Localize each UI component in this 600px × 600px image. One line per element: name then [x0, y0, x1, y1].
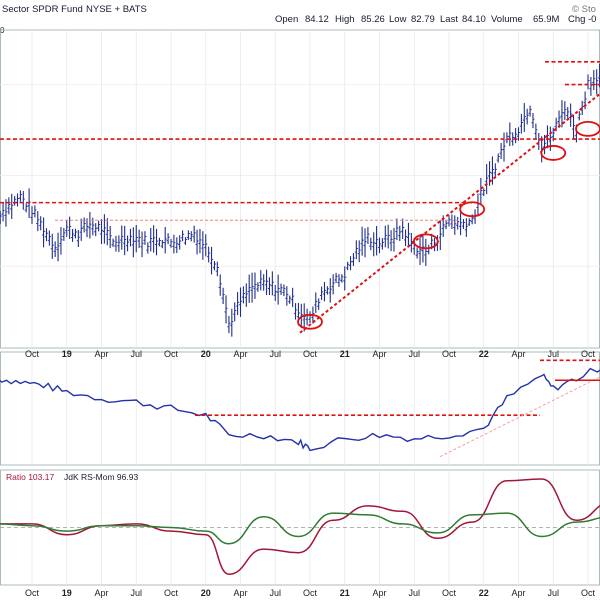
x-tick-label: Oct: [303, 588, 318, 598]
circled-pivot: [297, 313, 323, 330]
relative-strength-panel: [0, 359, 600, 458]
x-tick-label: Jul: [547, 588, 559, 598]
rrg-indicator-panel: Ratio 103.17 JdK RS-Mom 96.93: [0, 472, 600, 575]
volume-label: Volume: [491, 14, 523, 25]
x-tick-label: Jul: [269, 588, 281, 598]
watermark: © Sto: [572, 4, 596, 15]
x-tick-label: Oct: [164, 349, 179, 359]
price-overlays: [0, 60, 600, 334]
x-tick-label: Apr: [511, 349, 525, 359]
rs-momentum-line: [0, 512, 600, 545]
chg-value: -0: [588, 14, 596, 25]
fund-title: Sector SPDR Fund: [2, 4, 83, 15]
ratio-label: Ratio 103.17: [6, 472, 54, 482]
x-tick-label: Apr: [233, 349, 247, 359]
open-value: 84.12: [305, 14, 329, 25]
x-tick-label: Apr: [94, 349, 108, 359]
x-axis: Oct Oct 19 19 Apr Apr Jul Jul Oct Oct 20 20 Apr Apr Ju…: [25, 349, 596, 598]
volume-value: 65.9M: [533, 14, 559, 25]
x-tick-label: Jul: [408, 588, 420, 598]
last-label: Last: [440, 14, 458, 25]
corner-mark: 0: [0, 26, 5, 35]
x-tick-label: Oct: [164, 588, 179, 598]
rs-mom-label: JdK RS-Mom 96.93: [64, 472, 138, 482]
circled-pivot: [575, 120, 600, 137]
x-tick-label: 19: [62, 349, 72, 359]
trendline: [299, 92, 600, 334]
exchange-label: NYSE + BATS: [86, 4, 147, 15]
x-tick-label: Apr: [372, 349, 386, 359]
x-tick-label: Apr: [372, 588, 386, 598]
open-label: Open: [275, 14, 298, 25]
circled-pivot: [540, 145, 567, 161]
x-tick-label: Oct: [442, 349, 457, 359]
high-value: 85.26: [361, 14, 385, 25]
x-tick-label: 21: [340, 588, 350, 598]
x-tick-label: Oct: [25, 588, 40, 598]
chart-header: Sector SPDR Fund NYSE + BATS Open 84.12 …: [0, 4, 596, 35]
x-tick-label: Oct: [25, 349, 40, 359]
x-tick-label: Jul: [408, 349, 420, 359]
circled-pivot: [459, 201, 486, 218]
x-tick-label: Jul: [547, 349, 559, 359]
x-tick-label: Jul: [269, 349, 281, 359]
low-value: 82.79: [411, 14, 435, 25]
x-tick-label: Oct: [581, 349, 596, 359]
x-tick-label: 20: [201, 588, 211, 598]
x-tick-label: Oct: [303, 349, 318, 359]
x-tick-label: 22: [479, 588, 489, 598]
relative-strength-line: [0, 367, 600, 452]
x-tick-label: 21: [340, 349, 350, 359]
x-tick-label: Apr: [94, 588, 108, 598]
last-value: 84.10: [462, 14, 486, 25]
grid-lines: [0, 30, 600, 585]
price-bars: [0, 63, 600, 337]
x-tick-label: Apr: [511, 588, 525, 598]
x-tick-label: 19: [62, 588, 72, 598]
circled-pivot: [412, 233, 439, 250]
x-tick-label: Oct: [442, 588, 457, 598]
x-tick-label: Apr: [233, 588, 247, 598]
x-tick-label: 22: [479, 349, 489, 359]
x-tick-label: 20: [201, 349, 211, 359]
price-panel: [0, 60, 600, 337]
high-label: High: [335, 14, 355, 25]
x-tick-label: Jul: [130, 349, 142, 359]
x-tick-label: Oct: [581, 588, 596, 598]
x-tick-label: Jul: [130, 588, 142, 598]
chg-label: Chg: [568, 14, 585, 25]
low-label: Low: [389, 14, 407, 25]
